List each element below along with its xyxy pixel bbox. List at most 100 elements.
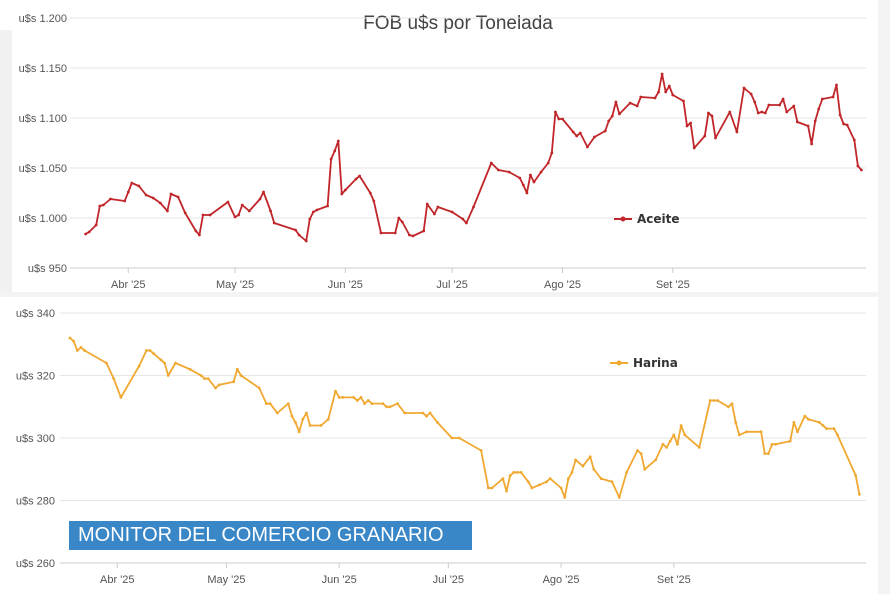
harina-data-point — [643, 467, 647, 471]
harina-data-point — [83, 349, 86, 352]
harina-data-point — [526, 480, 530, 484]
harina-data-point — [294, 421, 297, 424]
y-tick-label: u$s 340 — [16, 308, 55, 320]
aceite-data-point — [233, 215, 237, 219]
harina-data-point — [537, 483, 541, 487]
harina-data-point — [235, 367, 239, 371]
harina-data-point — [501, 477, 505, 480]
harina-data-point — [676, 442, 679, 446]
harina-data-point — [217, 383, 221, 387]
harina-data-point — [265, 402, 268, 405]
aceite-data-point — [618, 112, 621, 116]
aceite-data-point — [753, 100, 757, 104]
aceite-data-point — [333, 149, 337, 153]
harina-data-point — [385, 405, 388, 409]
harina-data-point — [75, 349, 79, 352]
aceite-data-point — [226, 200, 230, 204]
aceite-data-point — [518, 176, 522, 180]
harina-data-point — [403, 411, 407, 415]
aceite-data-point — [198, 233, 201, 237]
aceite-data-point — [436, 205, 440, 209]
aceite-data-point — [603, 129, 607, 133]
x-tick-label: Set '25 — [657, 574, 691, 586]
harina-data-point — [159, 358, 163, 362]
harina-data-point — [163, 361, 167, 365]
y-tick-label: u$s 1.000 — [19, 213, 67, 225]
harina-data-point — [610, 480, 614, 484]
harina-data-point — [559, 486, 563, 490]
aceite-data-point — [130, 181, 134, 185]
aceite-data-point — [842, 122, 845, 126]
aceite-data-point — [767, 103, 771, 107]
aceite-data-point — [735, 130, 739, 134]
harina-data-point — [708, 399, 712, 402]
aceite-data-point — [176, 195, 180, 199]
aceite-data-point — [326, 204, 329, 208]
aceite-data-point — [763, 111, 767, 115]
aceite-data-point — [838, 113, 842, 117]
aceite-legend-label[interactable]: Aceite — [637, 212, 680, 226]
harina-data-point — [668, 439, 672, 443]
harina-data-point — [341, 396, 345, 399]
harina-data-point — [268, 402, 272, 405]
harina-data-point — [450, 436, 454, 440]
harina-data-point — [428, 411, 432, 415]
harina-data-point — [512, 471, 516, 474]
harina-data-point — [807, 417, 810, 421]
harina-data-point — [759, 430, 763, 434]
y-tick-label: u$s 280 — [16, 496, 55, 508]
aceite-data-point — [664, 90, 668, 94]
harina-data-point — [145, 349, 148, 352]
aceite-data-point — [368, 191, 372, 195]
harina-legend-label[interactable]: Harina — [633, 356, 678, 370]
aceite-data-point — [817, 107, 821, 111]
harina-data-point — [232, 380, 236, 384]
aceite-data-point — [532, 180, 536, 184]
y-tick-label: u$s 260 — [16, 558, 55, 570]
aceite-data-point — [304, 239, 308, 243]
harina-data-point — [854, 474, 858, 477]
harina-data-point — [581, 464, 585, 468]
aceite-data-point — [194, 229, 198, 233]
aceite-data-point — [806, 124, 810, 128]
harina-data-point — [672, 433, 676, 437]
aceite-data-point — [397, 216, 401, 220]
harina-data-point — [297, 430, 301, 434]
harina-data-point — [421, 411, 425, 415]
aceite-data-point — [201, 213, 205, 217]
harina-data-point — [275, 411, 279, 415]
x-tick-label: May '25 — [216, 279, 254, 291]
aceite-data-point — [749, 92, 753, 96]
aceite-data-point — [144, 193, 148, 197]
harina-data-point — [788, 439, 792, 443]
harina-data-point — [286, 402, 290, 405]
harina-data-point — [792, 421, 796, 424]
harina-chart: u$s 260 u$s 280 u$s 300 u$s 320 u$s 340 Abr '… — [16, 308, 866, 586]
aceite-data-point — [593, 135, 596, 139]
aceite-data-point — [297, 233, 301, 237]
harina-data-point — [661, 442, 665, 446]
harina-data-point — [817, 421, 821, 424]
aceite-data-point — [461, 217, 465, 221]
harina-data-point — [836, 433, 839, 437]
harina-data-point — [152, 352, 156, 355]
harina-data-point — [745, 430, 748, 434]
harina-data-point — [548, 477, 552, 480]
harina-data-point — [490, 486, 494, 490]
aceite-data-point — [529, 173, 532, 177]
harina-data-point — [519, 471, 523, 474]
x-tick-label: Ago '25 — [543, 574, 580, 586]
aceite-data-point — [262, 190, 265, 194]
aceite-data-point — [682, 99, 685, 103]
harina-data-point — [639, 452, 643, 455]
aceite-data-point — [344, 188, 347, 192]
x-tick-label: Ago '25 — [544, 279, 581, 291]
harina-data-point — [574, 458, 577, 462]
harina-data-point — [770, 442, 774, 446]
aceite-data-point — [692, 146, 696, 150]
harina-data-point — [734, 421, 738, 424]
aceite-data-point — [653, 96, 657, 100]
harina-data-point — [825, 427, 828, 430]
y-tick-label: u$s 1.200 — [19, 13, 67, 25]
harina-data-point — [774, 442, 778, 446]
